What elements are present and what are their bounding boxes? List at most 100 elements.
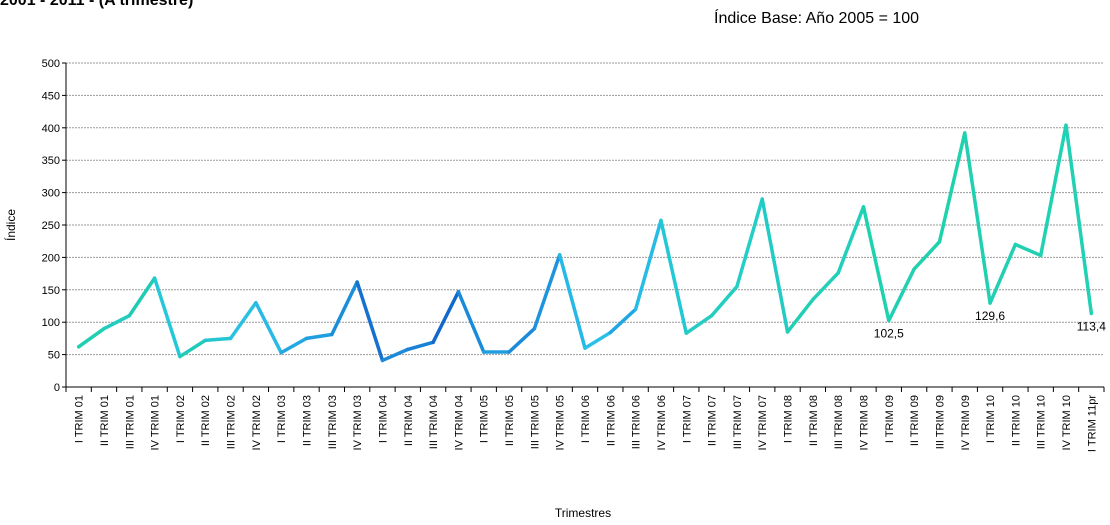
x-tick-label: I TRIM 11pr (1086, 395, 1098, 452)
x-tick-label: II TRIM 08 (808, 395, 820, 446)
y-axis-title: Índice (3, 209, 18, 241)
series-segment (963, 131, 992, 305)
x-tick-label: IV TRIM 03 (352, 395, 364, 450)
data-label: 113,4 (1077, 320, 1106, 334)
series-segment (811, 271, 840, 302)
series-segment (836, 205, 866, 275)
x-tick-label: III TRIM 05 (529, 395, 541, 449)
chart-title-partial: 2001 - 2011 - (A trimestre) (0, 0, 194, 9)
series-segment (887, 267, 916, 323)
x-tick-label: IV TRIM 05 (555, 395, 567, 450)
x-tick-label: II TRIM 10 (1010, 395, 1022, 446)
y-tick-label: 450 (42, 90, 60, 102)
series-segment (937, 131, 967, 244)
y-axis-ticks: 0 50 100 150 200 250 300 350 400 450 500 (42, 58, 66, 394)
series-segment (76, 326, 106, 349)
data-label: 102,5 (874, 327, 904, 341)
series-segment (684, 313, 714, 335)
x-tick-label: III TRIM 07 (732, 395, 744, 449)
x-tick-label: II TRIM 01 (99, 395, 111, 446)
series-segment (583, 330, 613, 350)
y-tick-label: 500 (42, 58, 60, 70)
x-tick-label: I TRIM 01 (74, 395, 86, 443)
x-tick-label: II TRIM 02 (200, 395, 212, 446)
series-segment (1038, 123, 1068, 258)
x-tick-label: I TRIM 06 (580, 395, 592, 443)
x-tick-label: III TRIM 01 (124, 395, 136, 449)
x-tick-label: III TRIM 10 (1036, 395, 1048, 449)
series-segment (178, 338, 207, 359)
y-tick-label: 100 (42, 317, 60, 329)
series-segment (532, 253, 562, 331)
series-segment (380, 347, 410, 363)
x-tick-label: II TRIM 03 (302, 395, 314, 446)
x-tick-label: IV TRIM 04 (453, 395, 465, 450)
y-tick-label: 350 (42, 155, 60, 167)
y-tick-label: 250 (42, 220, 60, 232)
x-tick-label: III TRIM 04 (428, 395, 440, 449)
x-tick-label: II TRIM 09 (909, 395, 921, 446)
x-axis-title: Trimestres (555, 506, 611, 520)
y-tick-label: 400 (42, 123, 60, 135)
series-segment (127, 276, 157, 318)
series-segment (709, 284, 739, 318)
x-tick-label: I TRIM 10 (985, 395, 997, 443)
series-segment (330, 280, 359, 337)
series-segment (912, 240, 942, 271)
series-segment (203, 336, 233, 343)
x-tick-label: I TRIM 07 (681, 395, 693, 443)
x-tick-label: I TRIM 05 (479, 395, 491, 443)
x-axis-ticks: I TRIM 01 II TRIM 01 III TRIM 01 IV TRIM 01… (65, 387, 1105, 452)
series-segment (785, 297, 815, 334)
series-segment (406, 340, 435, 352)
series-segment (861, 205, 891, 323)
data-label: 129,6 (975, 309, 1005, 323)
series-segment (355, 280, 385, 363)
series-segment (102, 313, 132, 331)
x-tick-label: III TRIM 02 (226, 395, 238, 449)
x-tick-label: IV TRIM 02 (251, 395, 263, 450)
x-tick-label: III TRIM 09 (934, 395, 946, 449)
series-segment (1013, 242, 1043, 258)
series-segment (988, 242, 1018, 305)
data-labels: 102,5 129,6 113,4 (874, 309, 1106, 341)
y-tick-label: 150 (42, 285, 60, 297)
x-tick-label: IV TRIM 10 (1061, 395, 1073, 450)
series-segment (228, 301, 258, 341)
series-line (76, 123, 1094, 363)
series-segment (304, 332, 334, 341)
series-segment (456, 289, 486, 354)
series-segment (735, 197, 764, 289)
x-tick-label: I TRIM 03 (276, 395, 288, 443)
x-tick-label: IV TRIM 06 (656, 395, 668, 450)
x-tick-label: II TRIM 04 (403, 395, 415, 446)
series-segment (760, 197, 790, 334)
x-tick-label: II TRIM 05 (504, 395, 516, 446)
base-index-note: Índice Base: Año 2005 = 100 (714, 10, 920, 27)
y-tick-label: 300 (42, 188, 60, 200)
series-segment (507, 326, 537, 354)
x-tick-label: II TRIM 07 (707, 395, 719, 446)
x-tick-label: IV TRIM 07 (757, 395, 769, 450)
y-tick-label: 200 (42, 252, 60, 264)
x-tick-label: I TRIM 04 (377, 395, 389, 443)
series-segment (659, 218, 689, 335)
x-tick-label: IV TRIM 08 (858, 395, 870, 450)
series-segment (431, 289, 461, 345)
series-segment (633, 218, 663, 311)
series-segment (254, 301, 283, 355)
y-tick-label: 50 (48, 350, 60, 362)
x-tick-label: III TRIM 06 (631, 395, 643, 449)
x-tick-label: IV TRIM 01 (150, 395, 162, 450)
series-segment (557, 253, 587, 350)
x-tick-label: IV TRIM 09 (960, 395, 972, 450)
x-tick-label: I TRIM 09 (884, 395, 896, 443)
x-tick-label: I TRIM 02 (175, 395, 187, 443)
x-tick-label: III TRIM 03 (327, 395, 339, 449)
series-segment (1064, 123, 1094, 316)
y-tick-label: 0 (54, 382, 60, 394)
series-segment (279, 336, 309, 355)
gridlines (66, 62, 1104, 356)
x-tick-label: I TRIM 08 (783, 395, 795, 443)
